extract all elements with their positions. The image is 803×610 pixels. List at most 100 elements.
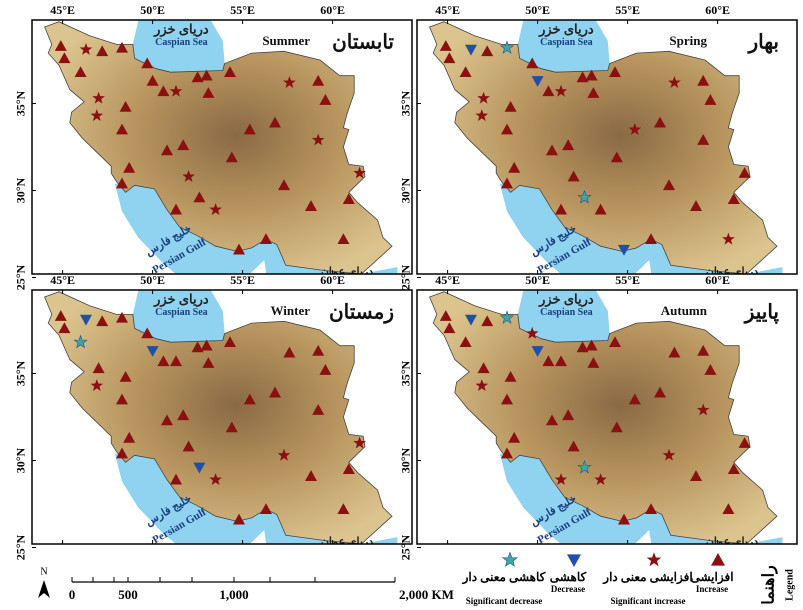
increase-marker: [555, 355, 567, 367]
increase-marker: [594, 203, 607, 215]
increase-marker: [200, 69, 213, 81]
lon-label: 50°E: [140, 273, 165, 287]
increase-marker: [727, 193, 740, 205]
scale-label: 0: [69, 587, 76, 602]
increase-marker: [337, 503, 350, 515]
legend-title-en: Legend: [784, 569, 795, 601]
increase-marker: [654, 386, 666, 398]
increase-marker: [170, 473, 182, 485]
increase-marker: [177, 409, 190, 421]
panel-frame: [416, 19, 798, 275]
increase-marker: [501, 393, 513, 405]
increase-marker: [200, 339, 213, 351]
decrease-marker: [618, 244, 630, 256]
lon-label: 50°E: [525, 273, 550, 287]
north-arrow: [38, 580, 50, 598]
lat-label: 25°N: [14, 264, 28, 290]
lon-label: 55°E: [615, 3, 640, 17]
increase-marker: [161, 144, 173, 156]
increase-marker: [224, 66, 236, 77]
significant-decrease-marker: [577, 460, 592, 474]
increase-marker: [481, 45, 494, 57]
increase-marker: [119, 371, 132, 382]
decrease-marker: [193, 462, 206, 474]
significant-increase-marker: [90, 379, 104, 391]
increase-marker: [576, 71, 589, 83]
increase-marker: [141, 57, 154, 69]
increase-marker: [157, 85, 170, 97]
legend-label-fa: افزایشی معنی دار: [602, 570, 692, 585]
lat-label: 35°N: [399, 90, 413, 116]
increase-marker: [116, 393, 128, 405]
lon-label: 55°E: [230, 3, 255, 17]
increase-marker: [555, 203, 567, 215]
panel-title-en: Spring: [669, 33, 707, 48]
significant-increase-marker: [525, 326, 539, 339]
significant-increase-marker: [475, 109, 489, 121]
caspian-label-en: Caspian Sea: [155, 307, 208, 318]
lat-label: 35°N: [14, 90, 28, 116]
significant-decrease-marker: [499, 310, 515, 324]
increase-marker: [459, 336, 472, 347]
legend-label-fa: افزایشی: [690, 570, 733, 585]
significant-increase-marker: [477, 91, 490, 104]
caspian-label-en: Caspian Sea: [540, 37, 593, 48]
increase-marker: [508, 431, 521, 443]
lon-label: 60°E: [705, 273, 730, 287]
north-label: N: [40, 566, 47, 577]
increase-marker: [96, 315, 109, 327]
increase-marker: [562, 409, 575, 421]
increase-marker: [704, 94, 717, 105]
oman-label-fa: دریای عمان: [706, 266, 758, 278]
panel-title-en: Summer: [262, 33, 310, 48]
scale-label: 500: [118, 587, 138, 602]
lat-label: 25°N: [399, 534, 413, 560]
increase-marker: [123, 161, 136, 173]
increase-marker: [269, 386, 281, 398]
increase-marker: [481, 315, 494, 327]
increase-marker: [439, 40, 452, 51]
increase-marker: [260, 233, 272, 245]
significant-decrease-marker: [501, 551, 519, 567]
increase-marker: [645, 503, 657, 515]
decrease-marker: [146, 346, 159, 357]
lon-label: 60°E: [705, 3, 730, 17]
significant-increase-marker: [554, 473, 568, 485]
increase-marker: [654, 116, 666, 128]
decrease-marker: [465, 44, 477, 56]
oman-label-fa: دریای عمان: [706, 536, 758, 548]
increase-marker: [610, 151, 623, 163]
significant-increase-marker: [353, 436, 366, 449]
increase-marker: [123, 431, 136, 443]
significant-increase-marker: [475, 379, 489, 391]
increase-marker: [177, 139, 190, 151]
increase-marker: [119, 101, 132, 112]
increase-marker: [508, 161, 521, 173]
increase-marker: [305, 200, 317, 211]
increase-marker: [116, 123, 128, 135]
increase-marker: [738, 167, 751, 178]
increase-marker: [526, 57, 539, 69]
increase-marker: [202, 87, 215, 98]
persian-gulf: [499, 453, 783, 544]
increase-marker: [567, 170, 580, 182]
lon-label: 50°E: [140, 3, 165, 17]
increase-marker: [618, 513, 630, 525]
legend-label-en: Significant decrease: [466, 596, 543, 606]
scale-bar: N 0 500 1,000 2,000 KM: [38, 566, 454, 602]
decrease-marker: [531, 346, 544, 357]
increase-marker: [312, 74, 325, 86]
lat-label: 30°N: [399, 177, 413, 203]
increase-marker: [738, 437, 751, 448]
increase-marker: [477, 362, 490, 374]
lon-label: 60°E: [320, 3, 345, 17]
lon-label: 45°E: [435, 3, 460, 17]
legend-title-fa: راهنما: [761, 565, 779, 605]
increase-marker: [585, 339, 598, 351]
significant-decrease-marker: [73, 334, 88, 349]
decrease-marker: [531, 76, 544, 87]
